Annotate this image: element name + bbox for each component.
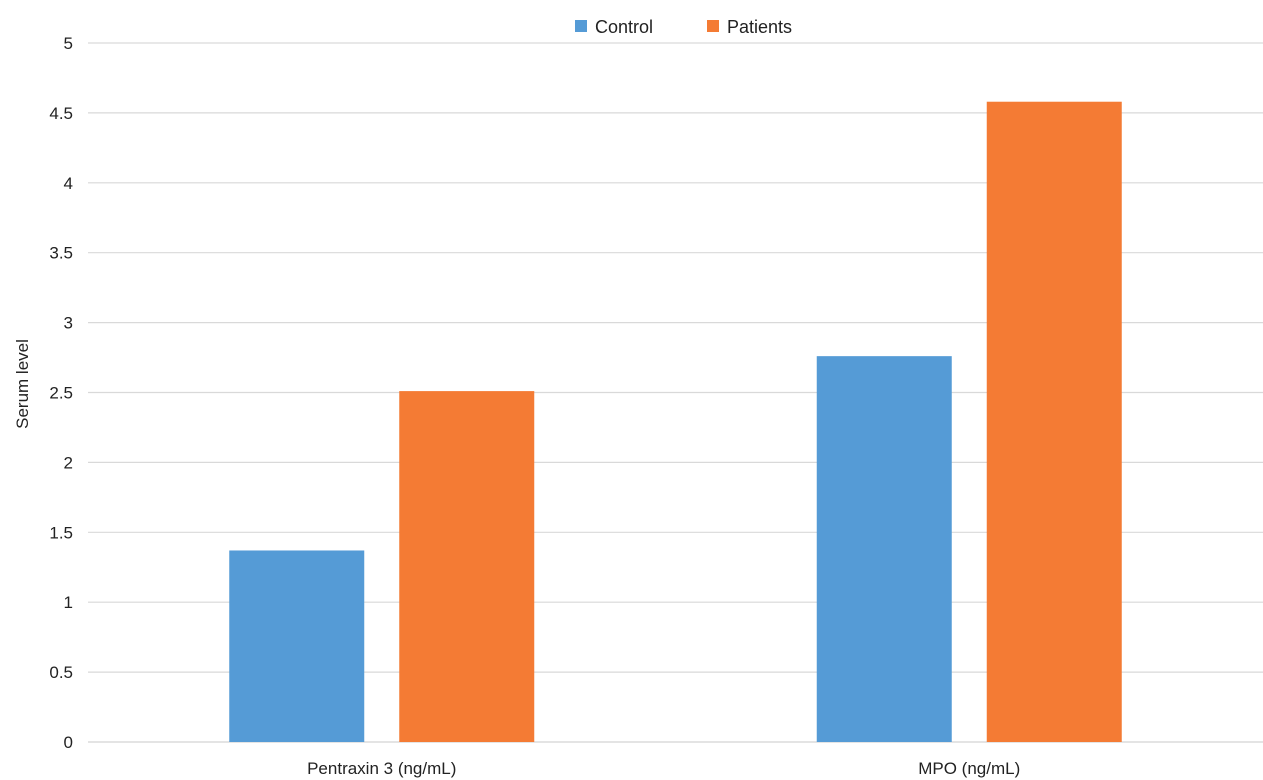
x-tick-label: MPO (ng/mL) xyxy=(918,759,1020,778)
y-tick-label: 3 xyxy=(64,314,73,333)
y-tick-label: 4.5 xyxy=(49,104,73,123)
legend-label-control: Control xyxy=(595,17,653,37)
y-tick-label: 0 xyxy=(64,733,73,752)
legend: Control Patients xyxy=(575,17,792,37)
y-tick-label: 5 xyxy=(64,34,73,53)
legend-swatch-control xyxy=(575,20,587,32)
y-axis-ticks: 0 0.5 1 1.5 2 2.5 3 3.5 4 4.5 5 xyxy=(49,34,73,752)
bar-control-2 xyxy=(816,356,952,742)
y-axis-title: Serum level xyxy=(13,339,32,429)
bars xyxy=(229,101,1122,742)
x-tick-label: Pentraxin 3 (ng/mL) xyxy=(307,759,456,778)
y-tick-label: 4 xyxy=(64,174,73,193)
y-tick-label: 0.5 xyxy=(49,663,73,682)
legend-swatch-patients xyxy=(707,20,719,32)
y-tick-label: 1.5 xyxy=(49,523,73,542)
y-tick-label: 1 xyxy=(64,593,73,612)
y-tick-label: 2 xyxy=(64,453,73,472)
y-tick-label: 3.5 xyxy=(49,244,73,263)
x-axis-ticks: Pentraxin 3 (ng/mL) MPO (ng/mL) xyxy=(307,759,1020,778)
bar-patients-2 xyxy=(986,101,1122,742)
bar-control-1 xyxy=(229,550,365,742)
y-tick-label: 2.5 xyxy=(49,384,73,403)
bar-patients-1 xyxy=(399,391,535,742)
legend-label-patients: Patients xyxy=(727,17,792,37)
